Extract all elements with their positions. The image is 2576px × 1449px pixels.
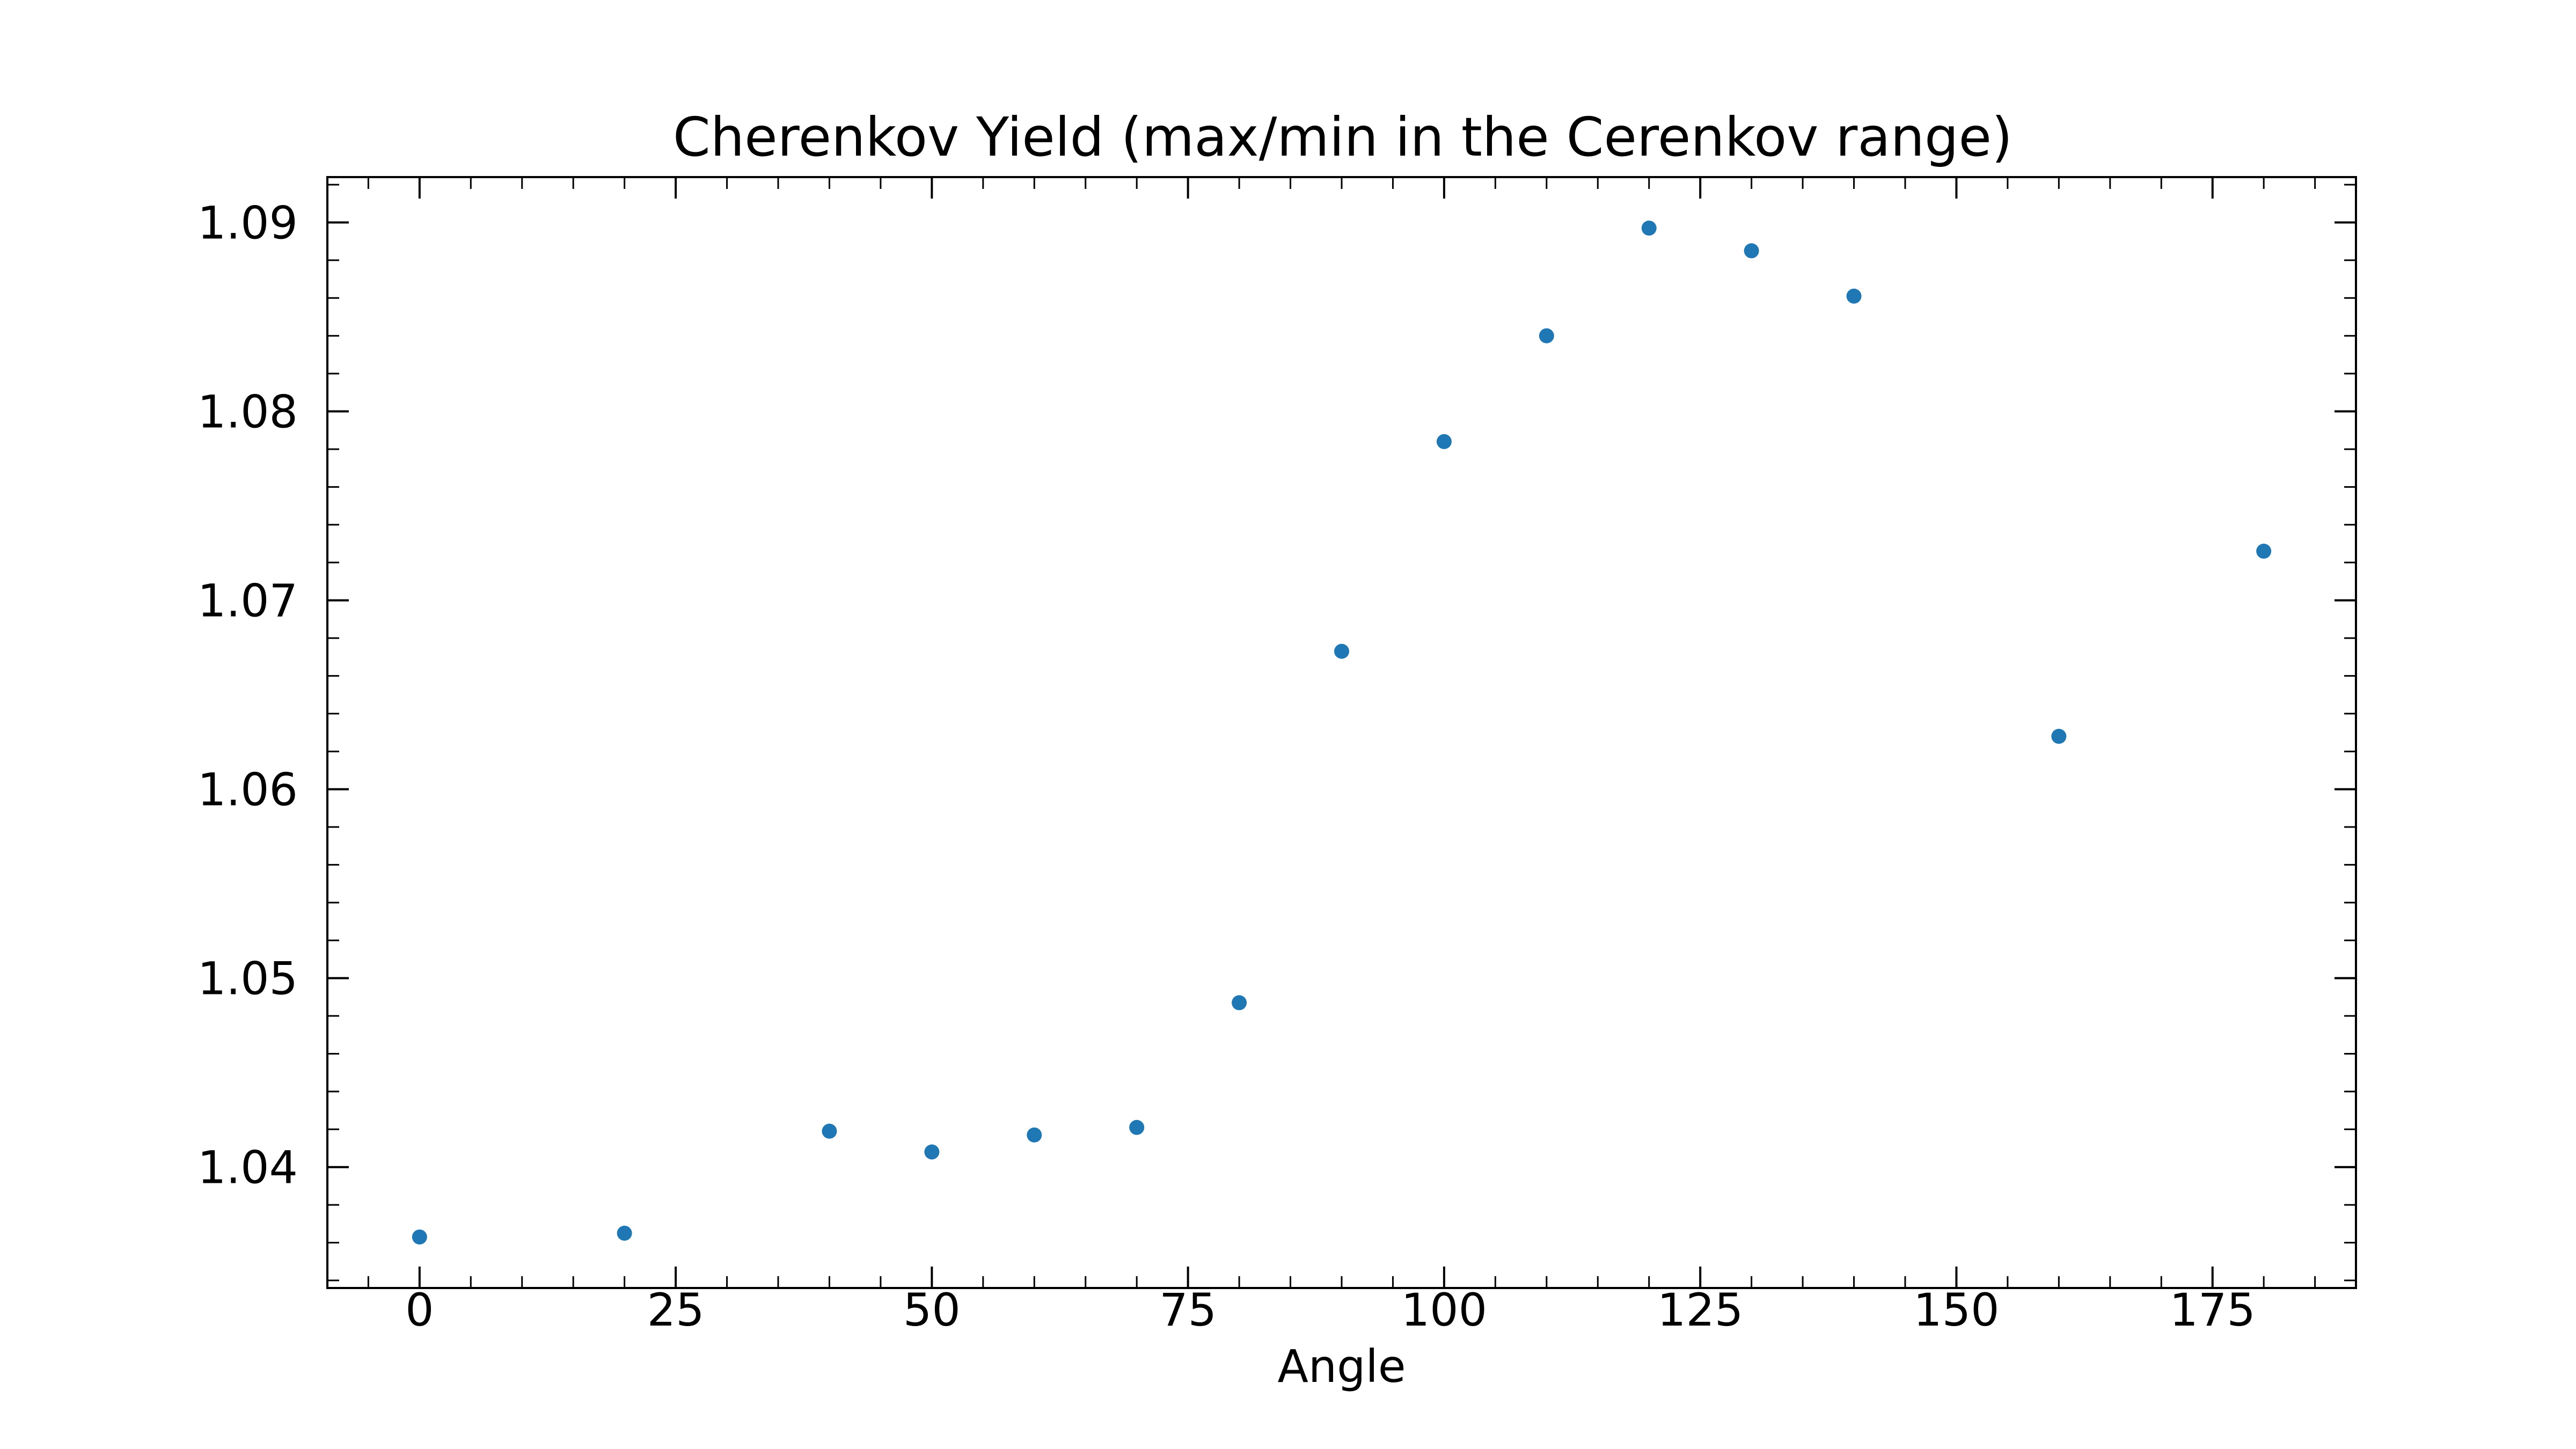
data-point bbox=[1027, 1127, 1042, 1143]
x-axis-label: Angle bbox=[1277, 1340, 1406, 1393]
y-tick-label: 1.06 bbox=[197, 764, 298, 816]
data-point bbox=[617, 1225, 632, 1241]
y-tick-labels: 1.04 1.05 1.06 1.07 1.08 1.09 bbox=[197, 196, 298, 1194]
plot-frame bbox=[326, 176, 2357, 1289]
data-point bbox=[1744, 243, 1759, 259]
data-point bbox=[1436, 434, 1452, 449]
x-tick-label: 150 bbox=[1913, 1284, 1999, 1336]
x-tick-label: 125 bbox=[1657, 1284, 1743, 1336]
tick-marks bbox=[327, 177, 2356, 1288]
data-point bbox=[2256, 544, 2272, 559]
x-tick-label: 175 bbox=[2170, 1284, 2256, 1336]
y-tick-label: 1.07 bbox=[197, 575, 298, 627]
x-tick-label: 0 bbox=[405, 1284, 434, 1336]
data-point bbox=[822, 1123, 837, 1139]
y-tick-label: 1.08 bbox=[197, 386, 298, 438]
x-tick-labels: 0 25 50 75 100 125 150 175 bbox=[405, 1284, 2256, 1336]
y-tick-label: 1.04 bbox=[197, 1141, 298, 1194]
x-tick-label: 50 bbox=[903, 1284, 961, 1336]
y-tick-label: 1.05 bbox=[197, 953, 298, 1005]
x-tick-label: 25 bbox=[647, 1284, 705, 1336]
data-point bbox=[1129, 1119, 1145, 1135]
data-point bbox=[1539, 328, 1554, 343]
x-tick-label: 100 bbox=[1401, 1284, 1487, 1336]
data-point bbox=[2051, 729, 2067, 744]
data-point bbox=[1846, 288, 1862, 304]
data-point bbox=[412, 1229, 427, 1245]
data-points bbox=[412, 221, 2272, 1245]
data-point bbox=[1334, 643, 1349, 659]
data-point bbox=[1641, 221, 1657, 236]
chart-title: Cherenkov Yield (max/min in the Cerenkov… bbox=[673, 106, 2012, 169]
data-point bbox=[1232, 995, 1247, 1011]
data-point bbox=[924, 1144, 940, 1160]
y-tick-label: 1.09 bbox=[197, 196, 298, 249]
x-tick-label: 75 bbox=[1159, 1284, 1217, 1336]
